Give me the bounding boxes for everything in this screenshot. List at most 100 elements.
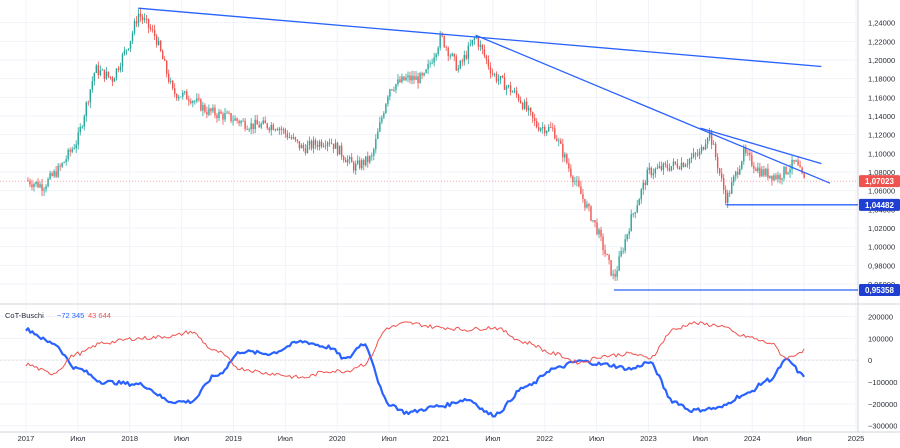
time-axis-label: 2019 [225,434,242,443]
candle-body [626,234,628,240]
candle-body [469,44,472,46]
candle-body [411,75,413,81]
candle-body [155,35,158,45]
candle-body [425,69,427,73]
candle-body [397,79,399,85]
candle-body [240,121,242,124]
candle-body [724,189,727,203]
candle-body [435,53,437,58]
candle-body [795,160,797,162]
candle-body [381,117,383,123]
candle-body [540,128,542,131]
candle-body [445,46,447,48]
candle-body [672,161,675,167]
time-axis-label: 2025 [848,434,865,443]
candle-body [632,213,634,215]
candle-body [107,71,110,77]
candle-body [248,129,250,131]
candle-body [95,65,98,73]
candle-body [465,54,468,59]
candle-body [228,112,230,114]
candle-body [57,165,59,177]
candle-body [694,153,697,155]
candle-body [584,198,586,208]
candle-body [493,74,496,75]
candle-body [188,99,190,102]
candle-body [628,231,630,235]
candle-body [334,142,337,149]
candle-body [789,169,791,173]
candle-body [65,159,67,163]
candle-body [198,98,200,100]
candle-body [433,57,435,63]
candle-body [678,167,681,170]
candle-body [375,138,377,150]
candle-body [799,165,801,168]
candle-body [749,153,751,156]
candle-body [391,89,393,91]
candle-body [29,181,31,185]
candle-body [652,173,655,176]
candle-body [712,143,715,145]
candle-body [123,50,126,55]
candle-body [63,162,65,164]
candle-body [491,73,494,75]
candle-body [407,75,409,78]
candle-body [266,123,268,129]
time-axis-label: 2018 [121,434,138,443]
candle-body [654,168,657,174]
candle-body [527,107,530,111]
candle-body [471,39,474,45]
candle-body [421,73,423,76]
price-tick-label: 1,06000 [868,187,895,196]
candle-body [99,70,102,75]
candle-body [312,140,315,149]
candle-body [300,145,303,149]
candle-body [509,85,512,93]
candle-body [338,145,341,155]
candle-body [71,149,73,152]
cot-series-2 [25,321,805,379]
candle-body [33,184,35,188]
candle-body [170,80,172,82]
candle-body [519,100,522,103]
candle-body [389,89,391,97]
candle-body [288,137,291,138]
candle-body [767,168,769,178]
candle-body [558,140,560,142]
candle-body [574,181,576,183]
candle-body [674,161,677,164]
candle-body [284,129,287,134]
candle-body [238,120,240,124]
candle-body [302,145,305,149]
level-badge-1: 1,04482 [865,201,894,210]
candle-body [224,113,226,120]
price-tick-label: 1,24000 [868,19,895,28]
candle-body [83,116,85,127]
candle-body [59,165,61,167]
candle-body [684,164,687,167]
candle-body [670,166,673,171]
candle-body [87,102,89,104]
candle-body [206,111,208,115]
candle-body [318,141,321,148]
candle-body [765,168,767,176]
candle-body [696,154,699,156]
candle-body [660,166,663,170]
candle-body [529,107,532,112]
candle-body [214,107,216,116]
candle-body [630,214,632,232]
candle-body [612,273,614,276]
candle-body [803,173,805,179]
candle-body [226,112,228,114]
candle-body [682,162,685,167]
candle-body [648,167,650,170]
candle-body [658,166,661,168]
time-axis-label: 2024 [744,434,761,443]
candle-body [459,60,461,69]
candle-body [355,163,357,171]
candle-body [135,21,138,24]
cot-tick-label: 200000 [868,313,893,322]
candle-body [733,176,735,183]
